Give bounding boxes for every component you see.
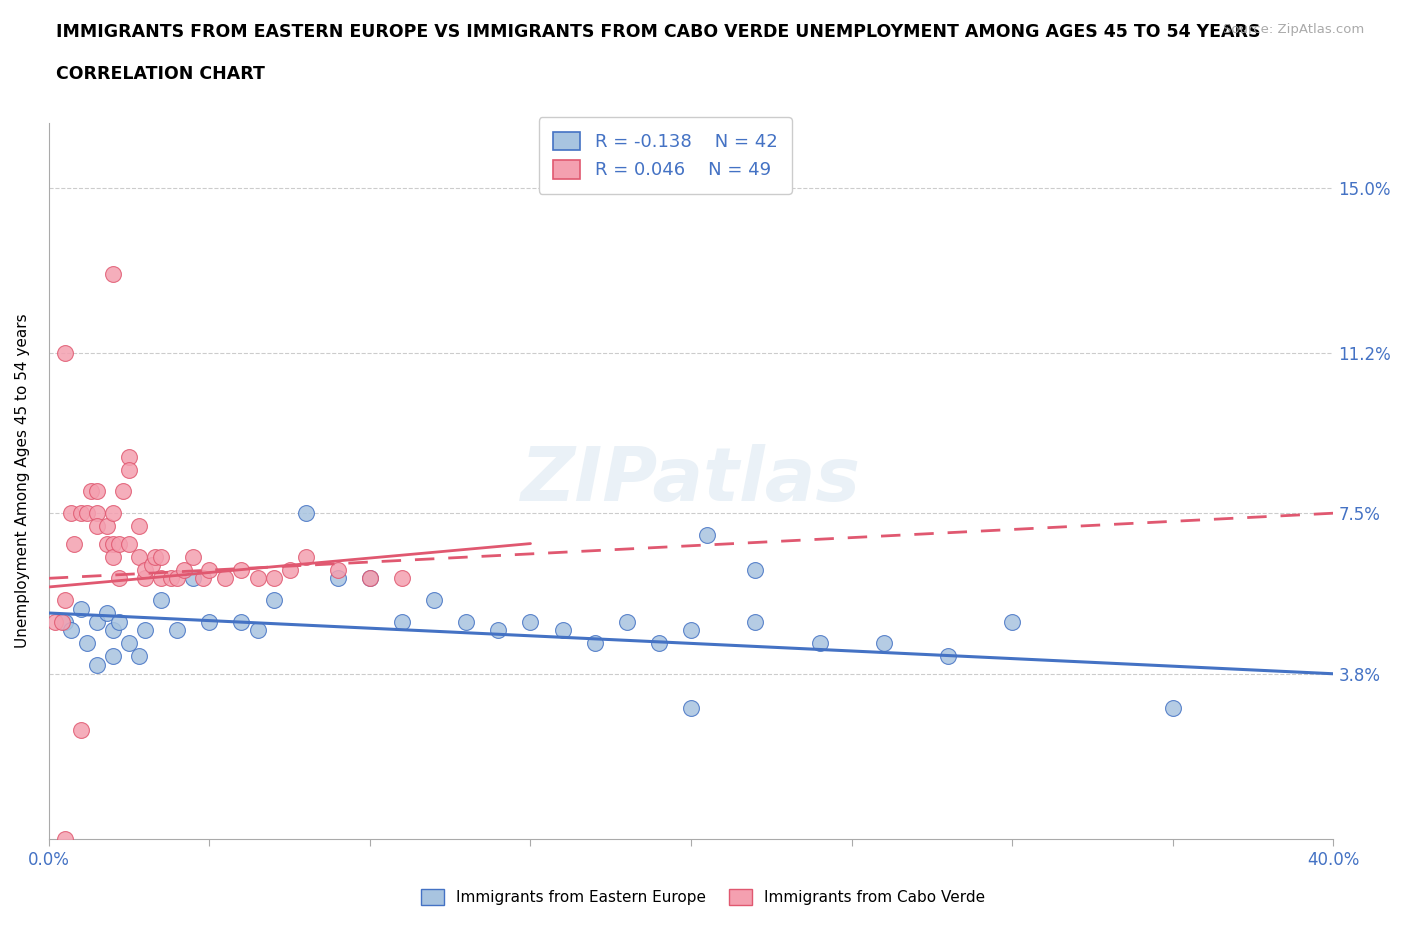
Point <box>278 562 301 577</box>
Point <box>60 506 83 521</box>
Point <box>519 614 541 629</box>
Point <box>44 614 66 629</box>
Point <box>231 614 253 629</box>
Point <box>96 536 118 551</box>
Point <box>246 571 269 586</box>
Point <box>486 623 509 638</box>
Point <box>118 536 141 551</box>
Point <box>108 571 131 586</box>
Point <box>681 623 703 638</box>
Point <box>246 623 269 638</box>
Point <box>108 614 131 629</box>
Point <box>583 636 606 651</box>
Point <box>111 484 134 498</box>
Point <box>101 549 124 564</box>
Text: CORRELATION CHART: CORRELATION CHART <box>56 65 266 83</box>
Point <box>391 614 413 629</box>
Point <box>118 636 141 651</box>
Point <box>118 462 141 477</box>
Point <box>86 658 108 672</box>
Point <box>159 571 181 586</box>
Point <box>63 536 86 551</box>
Point <box>143 549 166 564</box>
Point <box>101 267 124 282</box>
Text: IMMIGRANTS FROM EASTERN EUROPE VS IMMIGRANTS FROM CABO VERDE UNEMPLOYMENT AMONG : IMMIGRANTS FROM EASTERN EUROPE VS IMMIGR… <box>56 23 1261 41</box>
Point <box>648 636 671 651</box>
Point <box>359 571 381 586</box>
Point <box>1161 701 1184 716</box>
Point <box>150 571 173 586</box>
Point <box>1001 614 1024 629</box>
Point <box>326 571 349 586</box>
Point <box>128 649 150 664</box>
Text: ZIPatlas: ZIPatlas <box>522 445 860 517</box>
Point <box>76 636 98 651</box>
Point <box>181 571 204 586</box>
Point <box>51 614 73 629</box>
Point <box>70 506 93 521</box>
Point <box>86 506 108 521</box>
Point <box>96 605 118 620</box>
Point <box>134 571 156 586</box>
Point <box>150 592 173 607</box>
Point <box>70 601 93 616</box>
Point <box>214 571 236 586</box>
Point <box>191 571 214 586</box>
Point <box>101 506 124 521</box>
Point <box>326 562 349 577</box>
Point <box>681 701 703 716</box>
Point <box>173 562 195 577</box>
Point <box>128 519 150 534</box>
Point <box>198 562 221 577</box>
Point <box>263 571 285 586</box>
Point <box>198 614 221 629</box>
Point <box>128 549 150 564</box>
Point <box>166 571 188 586</box>
Point <box>96 519 118 534</box>
Legend: Immigrants from Eastern Europe, Immigrants from Cabo Verde: Immigrants from Eastern Europe, Immigran… <box>413 882 993 913</box>
Point <box>60 623 83 638</box>
Point <box>936 649 959 664</box>
Point <box>359 571 381 586</box>
Point <box>873 636 896 651</box>
Legend: R = -0.138    N = 42, R = 0.046    N = 49: R = -0.138 N = 42, R = 0.046 N = 49 <box>538 117 792 194</box>
Point <box>141 558 163 573</box>
Point <box>808 636 831 651</box>
Point <box>150 549 173 564</box>
Point <box>391 571 413 586</box>
Point <box>86 614 108 629</box>
Point <box>616 614 638 629</box>
Point <box>134 562 156 577</box>
Y-axis label: Unemployment Among Ages 45 to 54 years: Unemployment Among Ages 45 to 54 years <box>15 313 30 648</box>
Text: Source: ZipAtlas.com: Source: ZipAtlas.com <box>1223 23 1364 36</box>
Point <box>744 562 766 577</box>
Point <box>86 484 108 498</box>
Point <box>551 623 574 638</box>
Point <box>53 345 76 360</box>
Point <box>70 723 93 737</box>
Point <box>101 649 124 664</box>
Point <box>744 614 766 629</box>
Point <box>101 623 124 638</box>
Point <box>53 614 76 629</box>
Point <box>53 592 76 607</box>
Point <box>53 831 76 846</box>
Point <box>76 506 98 521</box>
Point <box>108 536 131 551</box>
Point <box>294 549 316 564</box>
Point <box>423 592 446 607</box>
Point <box>166 623 188 638</box>
Point <box>118 449 141 464</box>
Point <box>263 592 285 607</box>
Point <box>456 614 478 629</box>
Point <box>294 506 316 521</box>
Point <box>696 527 718 542</box>
Point <box>134 623 156 638</box>
Point <box>79 484 101 498</box>
Point <box>231 562 253 577</box>
Point <box>181 549 204 564</box>
Point <box>101 536 124 551</box>
Point <box>86 519 108 534</box>
